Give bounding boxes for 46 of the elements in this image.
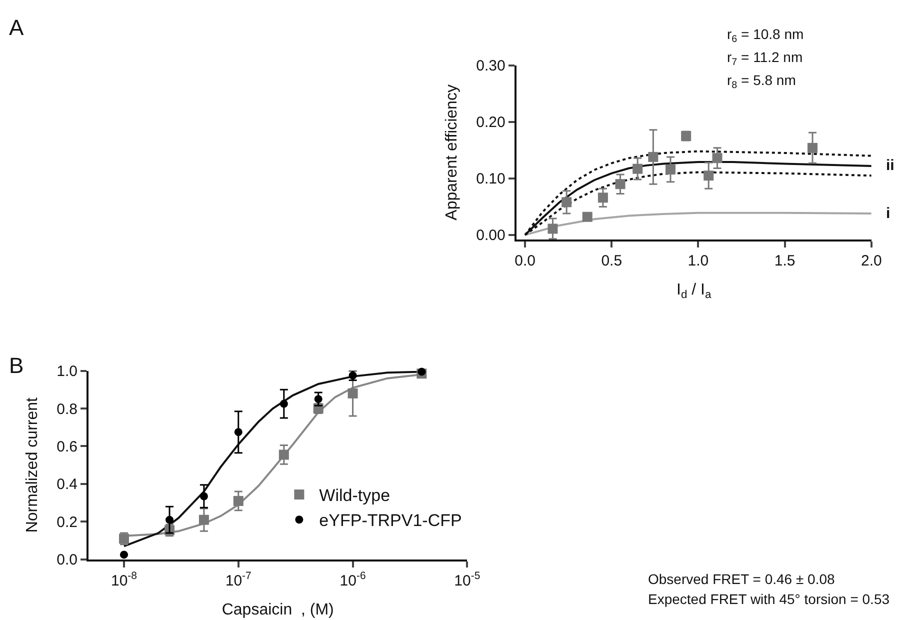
x-tick-label: 10$^{-8}$ xyxy=(110,570,138,590)
x-tick-label: 1.5 xyxy=(774,252,796,270)
x-tick-label: 2.0 xyxy=(860,252,882,270)
x-axis-title: I$_{d}$ / I$_{a}$ xyxy=(676,282,712,302)
x-tick-label: 0.5 xyxy=(601,252,622,270)
point xyxy=(712,153,722,164)
y-axis-title: Normalized current xyxy=(24,396,42,533)
y-tick-label: 0.20 xyxy=(476,114,506,132)
x-axis-title: Capsaicin , (M) xyxy=(222,602,334,619)
point xyxy=(582,212,592,222)
y-tick-label: 0.0 xyxy=(56,552,78,569)
point xyxy=(615,179,626,190)
point xyxy=(808,142,818,153)
annotation: r$_{8}$ = 5.8 nm xyxy=(727,72,796,91)
x-tick-label: 10$^{-7}$ xyxy=(225,570,252,590)
annotation: r$_{7}$ = 11.2 nm xyxy=(727,49,803,68)
point xyxy=(648,152,658,162)
point xyxy=(704,170,714,181)
point xyxy=(666,164,676,174)
point xyxy=(548,224,558,234)
y-tick-label: 0.4 xyxy=(56,476,78,494)
point xyxy=(598,192,608,203)
legend-label: Wild-type xyxy=(319,486,390,506)
text: Observed FRET = 0.46 ± 0.08 xyxy=(648,571,836,587)
text: A xyxy=(9,15,24,40)
series-label: ii xyxy=(886,157,894,174)
point xyxy=(632,164,643,174)
point xyxy=(562,197,572,208)
text: r$_{6}$ = 10.8 nm xyxy=(727,26,804,45)
line-series xyxy=(524,212,872,236)
y-tick-label: 0.30 xyxy=(476,58,506,75)
y-tick-label: 1.0 xyxy=(56,363,78,380)
x-tick-label: 1.0 xyxy=(688,252,709,270)
x-tick-label: 0.0 xyxy=(514,252,536,270)
series-label: i xyxy=(886,205,890,222)
y-tick-label: 0.10 xyxy=(476,170,506,188)
x-tick-label: 10$^{-5}$ xyxy=(454,570,480,590)
y-axis-title: Apparent efficiency xyxy=(444,84,461,220)
y-tick-label: 0.2 xyxy=(56,514,78,531)
text: Expected FRET with 45° torsion = 0.53 xyxy=(648,591,890,607)
x-tick-label: 10$^{-6}$ xyxy=(340,570,366,590)
text: B xyxy=(9,353,24,378)
y-tick-label: 0.6 xyxy=(56,438,78,456)
y-tick-label: 0.8 xyxy=(56,400,78,418)
legend-label: eYFP-TRPV1-CFP xyxy=(319,511,462,530)
y-tick-label: 0.00 xyxy=(476,227,506,244)
